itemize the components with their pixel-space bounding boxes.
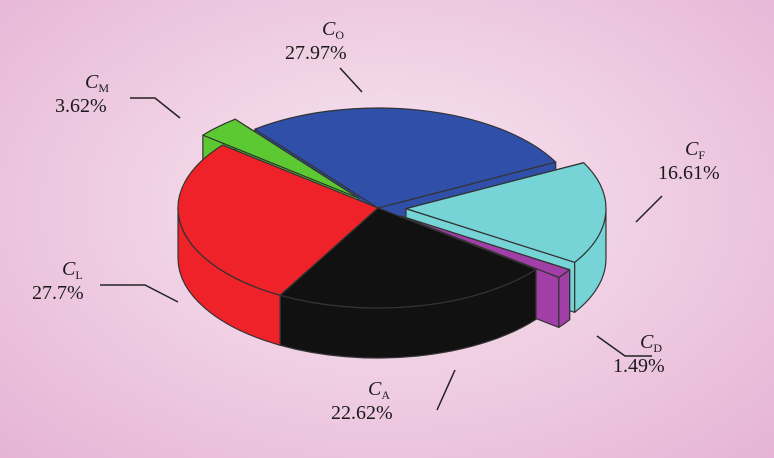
slice-name-O: CO	[322, 18, 344, 42]
leader-line-A	[436, 369, 456, 411]
leader-line-F	[635, 195, 663, 223]
leader-line-L	[100, 284, 179, 303]
symbol: C	[685, 138, 699, 160]
slice-percent-L: 27.7%	[32, 282, 84, 304]
pie-slices	[177, 107, 607, 359]
leader-line-M	[130, 97, 181, 119]
symbol: C	[85, 71, 99, 93]
slice-name-D: CD	[640, 331, 662, 355]
slice-percent-A: 22.62%	[331, 402, 393, 424]
subscript: M	[98, 81, 109, 95]
subscript: L	[75, 268, 82, 282]
subscript: A	[381, 388, 390, 402]
slice-name-M: CM	[85, 71, 109, 95]
slice-outer-wall	[558, 269, 571, 328]
slice-top	[279, 207, 537, 309]
slice-percent-M: 3.62%	[55, 95, 107, 117]
labels: CO27.97%CF16.61%CD1.49%CA22.62%CL27.7%CM…	[32, 18, 720, 424]
subscript: D	[653, 341, 662, 355]
slice-name-A: CA	[368, 378, 390, 402]
slice-top	[400, 215, 571, 278]
slice-top	[177, 144, 379, 296]
slice-A	[279, 207, 537, 359]
symbol: C	[640, 331, 654, 353]
leader-line-O	[339, 67, 363, 93]
slice-top	[254, 107, 557, 209]
subscript: O	[335, 28, 344, 42]
slice-name-F: CF	[685, 138, 705, 162]
slice-name-L: CL	[62, 258, 83, 282]
symbol: C	[322, 18, 336, 40]
slice-percent-F: 16.61%	[658, 162, 720, 184]
slice-percent-D: 1.49%	[613, 355, 665, 377]
slice-top	[202, 118, 359, 199]
leader-line-D	[596, 335, 652, 357]
symbol: C	[368, 378, 382, 400]
slice-percent-O: 27.97%	[285, 42, 347, 64]
slice-top	[405, 162, 607, 263]
symbol: C	[62, 258, 76, 280]
subscript: F	[698, 148, 705, 162]
